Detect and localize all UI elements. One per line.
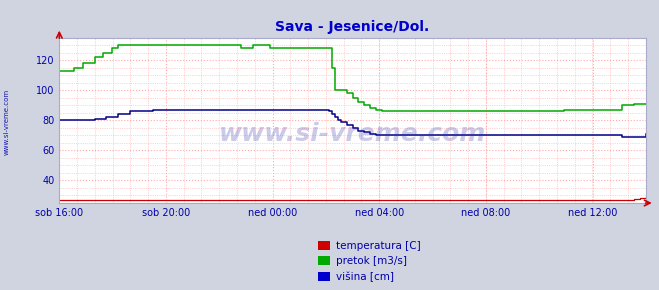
Text: www.si-vreme.com: www.si-vreme.com [219, 122, 486, 146]
Text: www.si-vreme.com: www.si-vreme.com [3, 89, 9, 155]
Title: Sava - Jesenice/Dol.: Sava - Jesenice/Dol. [275, 20, 430, 34]
Legend: temperatura [C], pretok [m3/s], višina [cm]: temperatura [C], pretok [m3/s], višina [… [318, 241, 420, 282]
